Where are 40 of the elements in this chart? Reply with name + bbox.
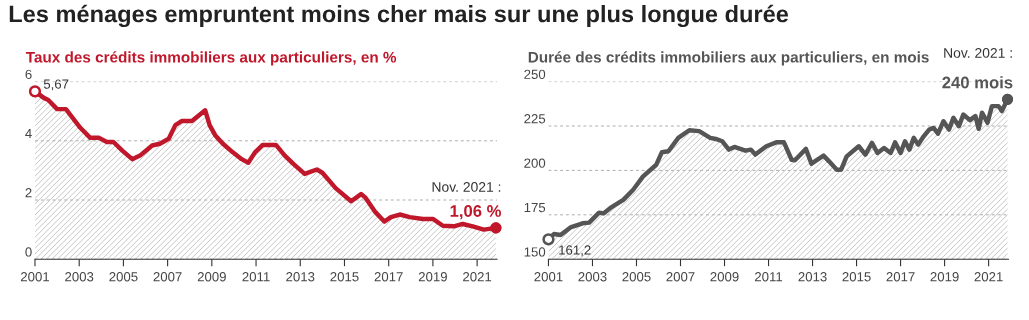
x-tick-label: 2007 <box>666 272 695 282</box>
chart-title: Les ménages empruntent moins cher mais sur une plus longue durée <box>9 4 789 28</box>
annotation: Nov. 2021 : <box>944 47 1012 58</box>
y-tick-label: 0 <box>25 247 32 257</box>
annotation: 161,2 <box>559 245 591 257</box>
y-tick-label: 175 <box>524 202 546 213</box>
x-tick-label: 2009 <box>710 272 739 282</box>
x-tick-label: 2021 <box>974 272 1003 282</box>
y-tick-label: 150 <box>524 247 546 257</box>
annotation: 240 mois <box>942 76 1013 89</box>
x-tick-label: 2001 <box>20 272 50 282</box>
annotation: 5,67 <box>43 79 69 91</box>
x-tick-label: 2019 <box>930 272 959 282</box>
x-tick-label: 2015 <box>842 272 871 282</box>
x-tick-label: 2021 <box>463 272 492 282</box>
x-tick-label: 2001 <box>534 272 563 282</box>
x-tick-label: 2013 <box>286 272 315 282</box>
chart-subtitle: Durée des crédits immobiliers aux particuliers, en mois <box>528 51 929 66</box>
y-tick-label: 250 <box>524 69 546 79</box>
x-tick-label: 2003 <box>578 272 607 282</box>
annotation: 1,06 % <box>450 205 502 220</box>
x-tick-label: 2015 <box>330 272 359 282</box>
y-tick-label: 2 <box>25 188 32 198</box>
y-tick-label: 4 <box>25 128 32 139</box>
x-tick-label: 2019 <box>418 272 447 282</box>
x-tick-label: 2017 <box>886 272 915 282</box>
y-tick-label: 200 <box>524 158 546 168</box>
x-tick-label: 2017 <box>374 272 403 282</box>
x-tick-label: 2013 <box>798 272 827 282</box>
y-tick-label: 225 <box>524 114 546 124</box>
y-tick-label: 6 <box>25 69 32 79</box>
x-tick-label: 2011 <box>755 272 783 282</box>
x-tick-label: 2005 <box>622 272 651 282</box>
annotation: Nov. 2021 : <box>432 182 501 192</box>
x-tick-label: 2009 <box>197 272 226 282</box>
x-tick-label: 2011 <box>242 272 270 282</box>
x-tick-label: 2003 <box>65 272 94 282</box>
chart-subtitle: Taux des crédits immobiliers aux particuliers, en % <box>25 51 397 66</box>
x-tick-label: 2007 <box>153 272 182 282</box>
x-tick-label: 2005 <box>109 272 138 282</box>
